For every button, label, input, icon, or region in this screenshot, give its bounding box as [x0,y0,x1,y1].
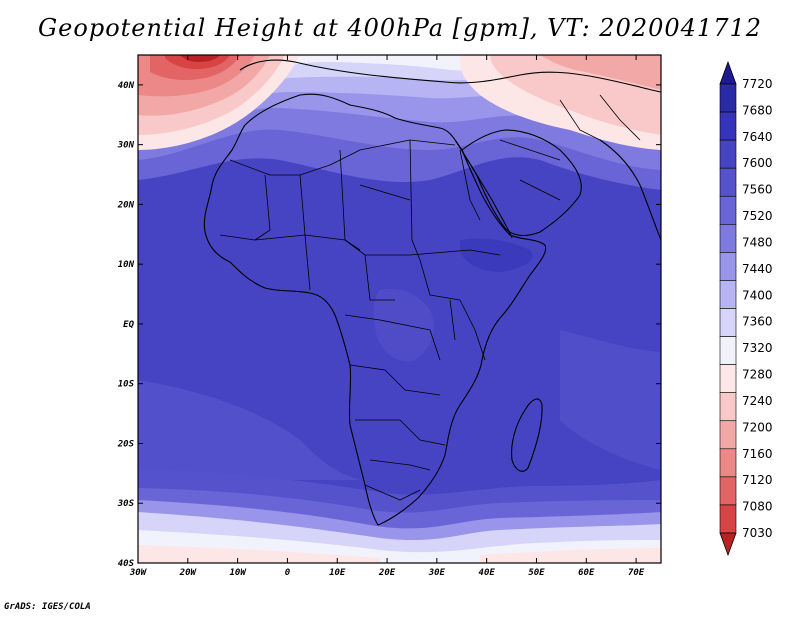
india-coastline [599,139,661,241]
colorbar-segment [719,336,737,365]
latitude-ticks: 40N 30N 20N 10N EQ 10S 20S 30S 40S [117,81,661,569]
colorbar-label: 7160 [742,447,773,461]
colorbar-bottom-arrow [719,532,737,557]
lon-tick-label: 70E [628,568,645,578]
europe-coastline [239,59,661,93]
lon-tick-label: 20E [378,568,396,578]
colorbar-label: 7320 [742,341,773,355]
lon-tick-label: 60E [578,568,595,578]
grads-credit: GrADS: IGES/COLA [4,602,91,612]
africa-coastline [203,93,547,526]
colorbar-segment [719,111,737,141]
chart-title: Geopotential Height at 400hPa [gpm], VT:… [38,14,762,42]
colorbar-segment [719,420,737,450]
colorbar-segment [719,476,737,506]
colorbar-label: 7080 [742,500,773,514]
colorbar-label: 7680 [742,103,773,117]
madagascar-coastline [511,398,543,472]
colorbar-label: 7200 [742,420,773,434]
colorbar-label: 7030 [742,526,773,540]
colorbar-top-arrow [719,60,737,85]
lon-tick-label: 20W [179,568,198,578]
colorbar-segment [719,448,737,478]
lat-tick-label: 40N [118,81,135,91]
colorbar-segment [719,280,737,309]
lon-tick-label: 40E [479,568,496,578]
colorbar-label: 7360 [742,315,773,329]
red-sea-coast [454,139,513,239]
colorbar-segment [719,392,737,422]
colorbar-segment [719,83,737,113]
country-borders [219,94,641,501]
lat-tick-label: 40S [118,559,135,569]
lon-tick-label: 10E [329,568,346,578]
colorbar-label: 7520 [742,209,773,223]
colorbar-segment [719,139,737,169]
lon-tick-label: 0 [285,568,291,578]
lat-tick-label: 30N [117,141,135,151]
lon-tick-label: 30W [129,568,148,578]
colorbar-label: 7400 [742,288,773,302]
lon-tick-label: 30E [428,568,446,578]
plot-frame [137,54,662,564]
lon-tick-label: 50E [528,568,545,578]
colorbar-segment [719,195,737,225]
longitude-ticks: 30W 20W 10W 0 10E 20E 30E 40E 50E 60E 70E [129,55,645,578]
lat-tick-label: 20S [117,439,135,449]
lat-tick-label: 10S [118,380,135,390]
lat-tick-label: EQ [123,320,134,330]
colorbar: 7720 7680 7640 7600 7560 7520 7480 7440 7400 7360… [719,60,773,557]
colorbar-segment [719,167,737,197]
colorbar-segment [719,224,737,253]
colorbar-segment [719,308,737,337]
colorbar-segment [719,364,737,393]
arabia-coastline [461,129,582,237]
colorbar-label: 7440 [742,262,773,276]
lat-tick-label: 10N [118,260,135,270]
contour-field [138,55,661,563]
map-figure: 40N 30N 20N 10N EQ 10S 20S 30S 40S 30W 20W 10W 0 10E… [117,54,773,578]
lon-tick-label: 10W [229,568,247,578]
colorbar-label: 7280 [742,368,773,382]
colorbar-label: 7120 [742,473,773,487]
colorbar-label: 7720 [742,77,773,91]
lat-tick-label: 20N [117,200,135,210]
lat-tick-label: 30S [117,499,135,509]
colorbar-label: 7560 [742,183,773,197]
colorbar-label: 7600 [742,156,773,170]
colorbar-label: 7240 [742,394,773,408]
colorbar-segment [719,252,737,281]
colorbar-segment [719,504,737,534]
colorbar-label: 7640 [742,130,773,144]
colorbar-label: 7480 [742,235,773,249]
coastlines [203,59,661,526]
